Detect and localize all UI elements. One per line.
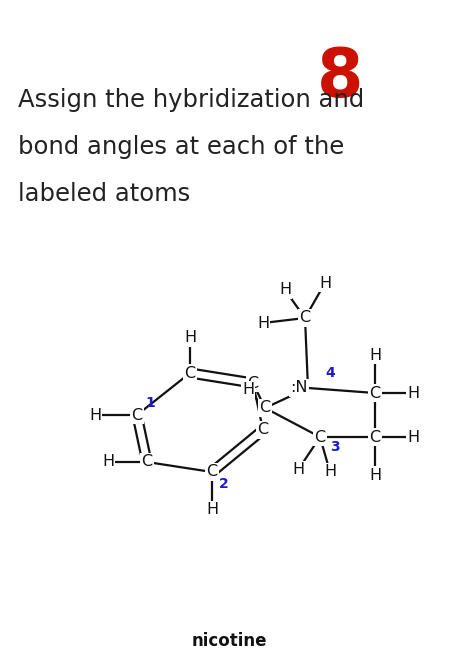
- Text: H: H: [206, 503, 218, 517]
- Text: nicotine: nicotine: [191, 632, 267, 650]
- Text: C: C: [314, 430, 325, 445]
- Text: :N: :N: [291, 380, 308, 395]
- Text: 3: 3: [330, 440, 340, 454]
- Text: C: C: [299, 311, 311, 326]
- Text: H: H: [257, 315, 269, 330]
- Text: C: C: [369, 430, 381, 445]
- Text: bond angles at each of the: bond angles at each of the: [18, 135, 344, 159]
- Text: H: H: [292, 463, 304, 478]
- Text: Assign the hybridization and: Assign the hybridization and: [18, 88, 364, 112]
- Text: C: C: [207, 465, 218, 480]
- Text: H: H: [369, 467, 381, 482]
- Text: H: H: [279, 282, 291, 297]
- Text: H: H: [102, 455, 114, 470]
- Text: C: C: [259, 401, 270, 415]
- Text: H: H: [407, 386, 419, 401]
- Text: C: C: [185, 365, 196, 380]
- Text: H: H: [319, 276, 331, 290]
- Text: H: H: [184, 330, 196, 345]
- Text: C: C: [131, 407, 143, 422]
- Text: H: H: [324, 465, 336, 480]
- Text: 4: 4: [325, 366, 335, 380]
- Text: H: H: [407, 430, 419, 445]
- Text: 1: 1: [145, 396, 155, 410]
- Text: 8: 8: [317, 45, 363, 111]
- Text: H: H: [89, 407, 101, 422]
- Text: labeled atoms: labeled atoms: [18, 182, 190, 206]
- Text: C: C: [369, 386, 381, 401]
- Text: H: H: [369, 347, 381, 363]
- Text: C: C: [257, 422, 269, 438]
- Text: C: C: [247, 376, 258, 390]
- Text: 2: 2: [219, 477, 229, 491]
- Text: C: C: [141, 455, 152, 470]
- Text: H: H: [242, 382, 254, 397]
